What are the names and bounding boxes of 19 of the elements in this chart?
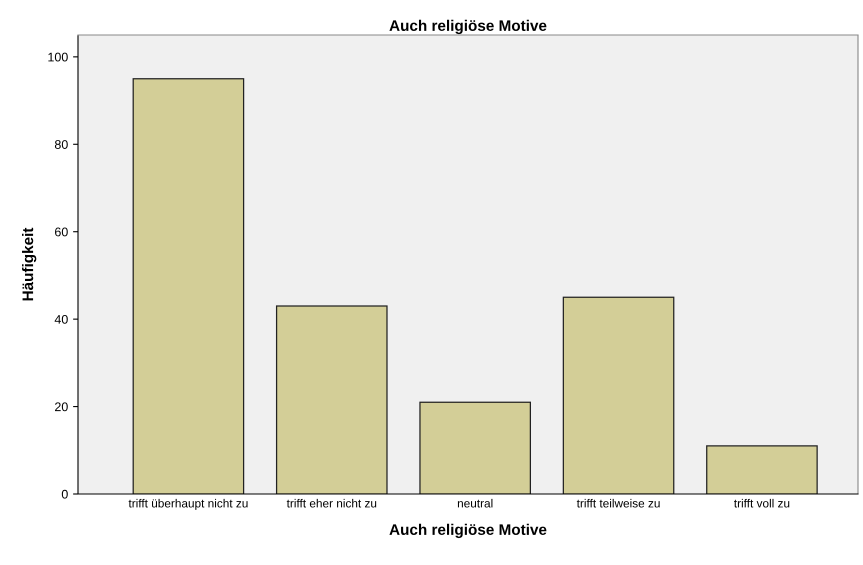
y-tick-label: 80 bbox=[54, 140, 68, 149]
x-axis-title: Auch religiöse Motive bbox=[389, 524, 546, 538]
bar bbox=[419, 402, 531, 494]
bar bbox=[132, 78, 244, 494]
y-axis-title: Häufigkeit bbox=[22, 228, 36, 300]
y-tick-label: 40 bbox=[54, 314, 68, 324]
bar bbox=[706, 445, 818, 494]
x-tick-label: trifft eher nicht zu bbox=[286, 498, 376, 508]
y-tick-label: 0 bbox=[62, 490, 68, 499]
chart-title: Auch religiöse Motive bbox=[389, 20, 546, 34]
x-tick-label: neutral bbox=[458, 498, 492, 508]
bar bbox=[276, 305, 388, 494]
x-tick-label: trifft überhaupt nicht zu bbox=[128, 498, 248, 510]
y-tick-label: 20 bbox=[55, 402, 68, 412]
y-tick-label: 100 bbox=[48, 52, 68, 62]
x-tick-label: trifft teilweise zu bbox=[576, 498, 660, 508]
bar bbox=[562, 296, 674, 494]
y-tick-label: 60 bbox=[55, 228, 68, 236]
x-tick-label: trifft voll zu bbox=[734, 498, 790, 508]
